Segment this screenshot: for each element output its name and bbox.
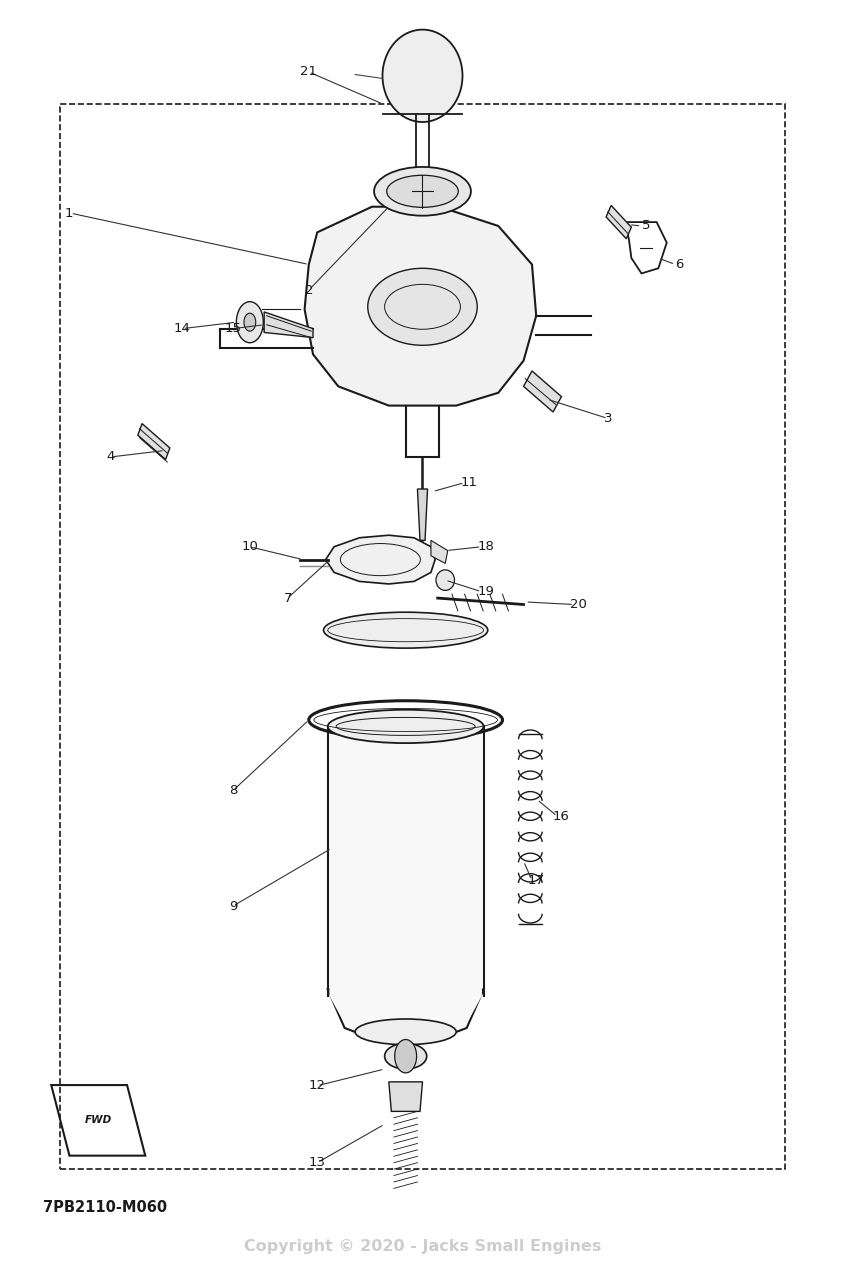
Text: 12: 12 xyxy=(308,1079,325,1092)
Circle shape xyxy=(394,1039,416,1073)
Ellipse shape xyxy=(387,175,457,207)
Ellipse shape xyxy=(384,1043,426,1069)
Text: 11: 11 xyxy=(460,476,477,489)
Text: 19: 19 xyxy=(477,585,494,598)
Text: 21: 21 xyxy=(300,66,317,78)
Ellipse shape xyxy=(323,612,487,648)
Circle shape xyxy=(236,302,263,343)
Polygon shape xyxy=(264,312,312,338)
Polygon shape xyxy=(304,207,536,405)
Text: 4: 4 xyxy=(106,450,115,463)
Text: 17: 17 xyxy=(527,874,544,887)
Text: 1: 1 xyxy=(64,207,73,220)
Polygon shape xyxy=(430,540,447,563)
Polygon shape xyxy=(523,370,560,412)
Polygon shape xyxy=(325,535,435,584)
Text: 16: 16 xyxy=(552,810,569,823)
Ellipse shape xyxy=(374,167,470,216)
Text: 3: 3 xyxy=(603,412,611,424)
Ellipse shape xyxy=(327,710,483,743)
Polygon shape xyxy=(605,206,630,239)
Text: 10: 10 xyxy=(241,540,258,553)
Text: 18: 18 xyxy=(477,540,494,553)
Text: 2: 2 xyxy=(304,284,312,297)
Text: 20: 20 xyxy=(569,598,586,611)
Text: 15: 15 xyxy=(225,322,241,336)
Text: 13: 13 xyxy=(308,1156,325,1169)
Ellipse shape xyxy=(382,30,462,122)
Text: 6: 6 xyxy=(674,258,683,271)
Ellipse shape xyxy=(436,570,454,590)
Text: 7: 7 xyxy=(283,592,292,604)
Polygon shape xyxy=(327,989,483,1034)
Text: Copyright © 2020 - Jacks Small Engines: Copyright © 2020 - Jacks Small Engines xyxy=(244,1238,600,1254)
Polygon shape xyxy=(138,423,170,459)
Polygon shape xyxy=(329,727,481,1031)
Ellipse shape xyxy=(367,269,477,346)
Text: 5: 5 xyxy=(641,220,649,233)
Ellipse shape xyxy=(354,1019,456,1044)
Circle shape xyxy=(244,314,256,332)
Text: 9: 9 xyxy=(229,900,237,913)
Text: 14: 14 xyxy=(174,322,191,336)
Text: 8: 8 xyxy=(229,784,237,797)
Polygon shape xyxy=(388,1082,422,1111)
Text: 7PB2110-M060: 7PB2110-M060 xyxy=(43,1200,167,1215)
Text: FWD: FWD xyxy=(84,1115,111,1125)
Polygon shape xyxy=(417,489,427,540)
